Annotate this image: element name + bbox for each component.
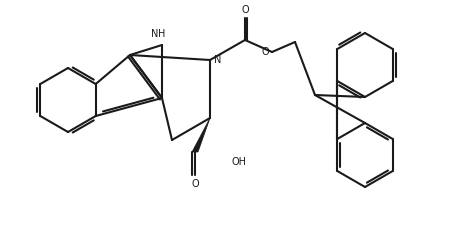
Text: O: O — [261, 47, 268, 57]
Text: O: O — [241, 5, 248, 15]
Text: O: O — [191, 179, 198, 189]
Polygon shape — [192, 118, 210, 152]
Text: N: N — [151, 29, 158, 39]
Text: N: N — [214, 55, 221, 65]
Text: OH: OH — [232, 157, 247, 167]
Text: H: H — [158, 29, 165, 39]
